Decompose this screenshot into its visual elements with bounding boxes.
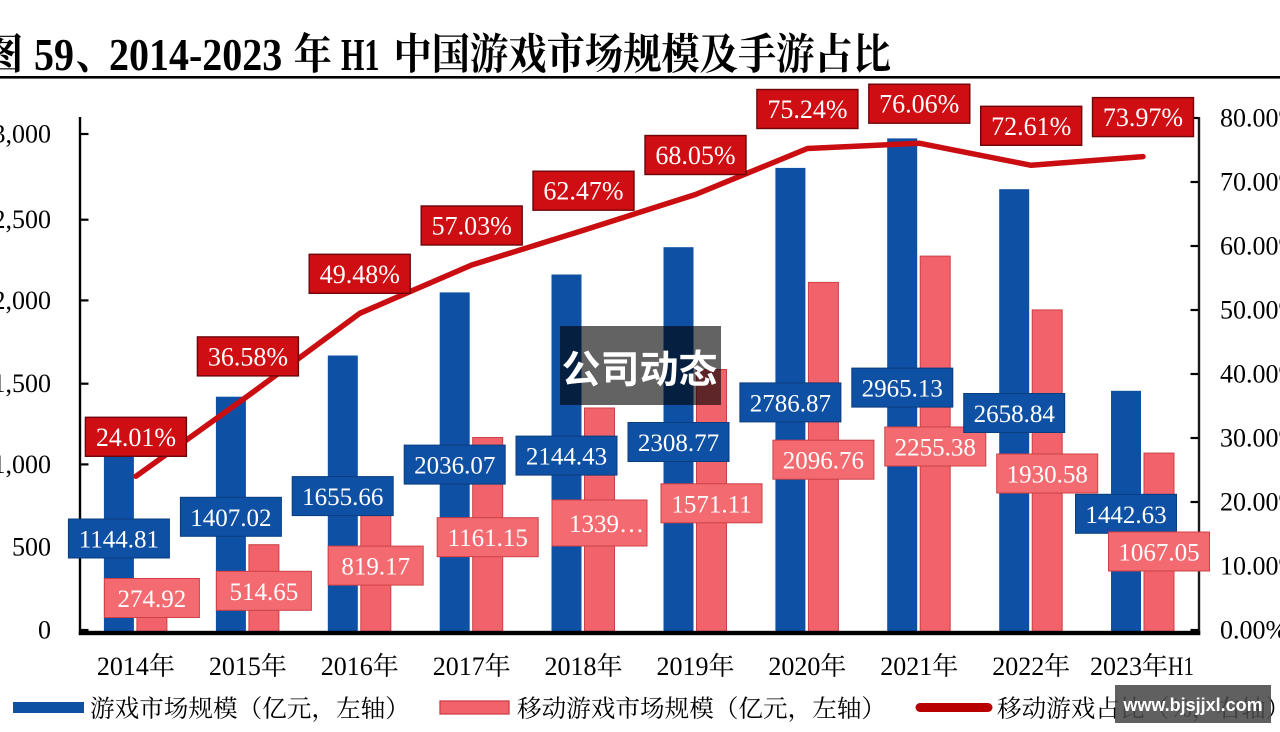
svg-text:1571.11: 1571.11 <box>671 491 751 518</box>
svg-text:2021: 2021 <box>880 652 932 681</box>
svg-text:36.58%: 36.58% <box>208 342 288 371</box>
svg-text:2255.38: 2255.38 <box>895 435 976 462</box>
svg-text:1,500: 1,500 <box>0 369 51 398</box>
svg-text:514.65: 514.65 <box>230 579 299 606</box>
svg-text:274.92: 274.92 <box>118 586 187 613</box>
svg-text:30.00%: 30.00% <box>1220 424 1280 453</box>
svg-text:75.24%: 75.24% <box>767 95 847 124</box>
svg-text:2096.76: 2096.76 <box>783 448 864 475</box>
svg-text:80.00%: 80.00% <box>1220 104 1280 133</box>
svg-text:20.00%: 20.00% <box>1220 488 1280 517</box>
svg-text:2023: 2023 <box>1090 652 1142 681</box>
svg-text:2036.07: 2036.07 <box>414 453 495 480</box>
svg-text:1442.63: 1442.63 <box>1085 502 1166 529</box>
svg-text:2014: 2014 <box>97 652 149 681</box>
svg-text:62.47%: 62.47% <box>543 177 623 206</box>
svg-text:40.00%: 40.00% <box>1220 360 1280 389</box>
svg-text:0: 0 <box>38 616 51 645</box>
svg-text:2658.84: 2658.84 <box>974 401 1056 428</box>
svg-text:0.00%: 0.00% <box>1220 616 1280 645</box>
svg-text:819.17: 819.17 <box>341 554 410 581</box>
svg-text:10.00%: 10.00% <box>1220 552 1280 581</box>
svg-text:2,500: 2,500 <box>0 205 51 234</box>
svg-text:500: 500 <box>12 533 51 562</box>
svg-text:57.03%: 57.03% <box>432 212 512 241</box>
svg-text:1339…: 1339… <box>569 511 644 538</box>
svg-text:2786.87: 2786.87 <box>750 390 831 417</box>
svg-text:1161.15: 1161.15 <box>448 525 528 552</box>
svg-text:2022: 2022 <box>992 652 1044 681</box>
svg-text:1,000: 1,000 <box>0 450 51 479</box>
svg-text:2018: 2018 <box>545 652 597 681</box>
svg-text:2019: 2019 <box>657 652 709 681</box>
svg-text:49.48%: 49.48% <box>320 260 400 289</box>
svg-text:24.01%: 24.01% <box>96 423 176 452</box>
svg-text:70.00%: 70.00% <box>1220 168 1280 197</box>
svg-text:2015: 2015 <box>209 652 261 681</box>
svg-text:2020: 2020 <box>768 652 820 681</box>
svg-text:1407.02: 1407.02 <box>190 505 271 532</box>
svg-text:50.00%: 50.00% <box>1220 296 1280 325</box>
svg-text:2016: 2016 <box>321 652 373 681</box>
svg-text:2017: 2017 <box>433 652 485 681</box>
svg-text:1655.66: 1655.66 <box>302 484 383 511</box>
svg-text:www.bjsjjxl.com: www.bjsjjxl.com <box>1122 695 1262 715</box>
svg-text:H1: H1 <box>1168 652 1194 681</box>
svg-text:1067.05: 1067.05 <box>1118 540 1199 567</box>
svg-text:73.97%: 73.97% <box>1103 103 1183 132</box>
svg-text:2014-2023: 2014-2023 <box>109 31 282 81</box>
svg-text:60.00%: 60.00% <box>1220 232 1280 261</box>
svg-text:H1: H1 <box>341 31 380 81</box>
svg-text:2,000: 2,000 <box>0 286 51 315</box>
svg-text:59: 59 <box>34 31 74 81</box>
svg-text:1930.58: 1930.58 <box>1007 462 1088 489</box>
svg-text:2965.13: 2965.13 <box>862 376 943 403</box>
svg-text:68.05%: 68.05% <box>655 141 735 170</box>
svg-text:72.61%: 72.61% <box>991 112 1071 141</box>
svg-text:76.06%: 76.06% <box>879 90 959 119</box>
svg-text:3,000: 3,000 <box>0 120 51 149</box>
svg-text:2144.43: 2144.43 <box>526 444 607 471</box>
svg-text:1144.81: 1144.81 <box>79 527 159 554</box>
svg-text:2308.77: 2308.77 <box>638 430 719 457</box>
